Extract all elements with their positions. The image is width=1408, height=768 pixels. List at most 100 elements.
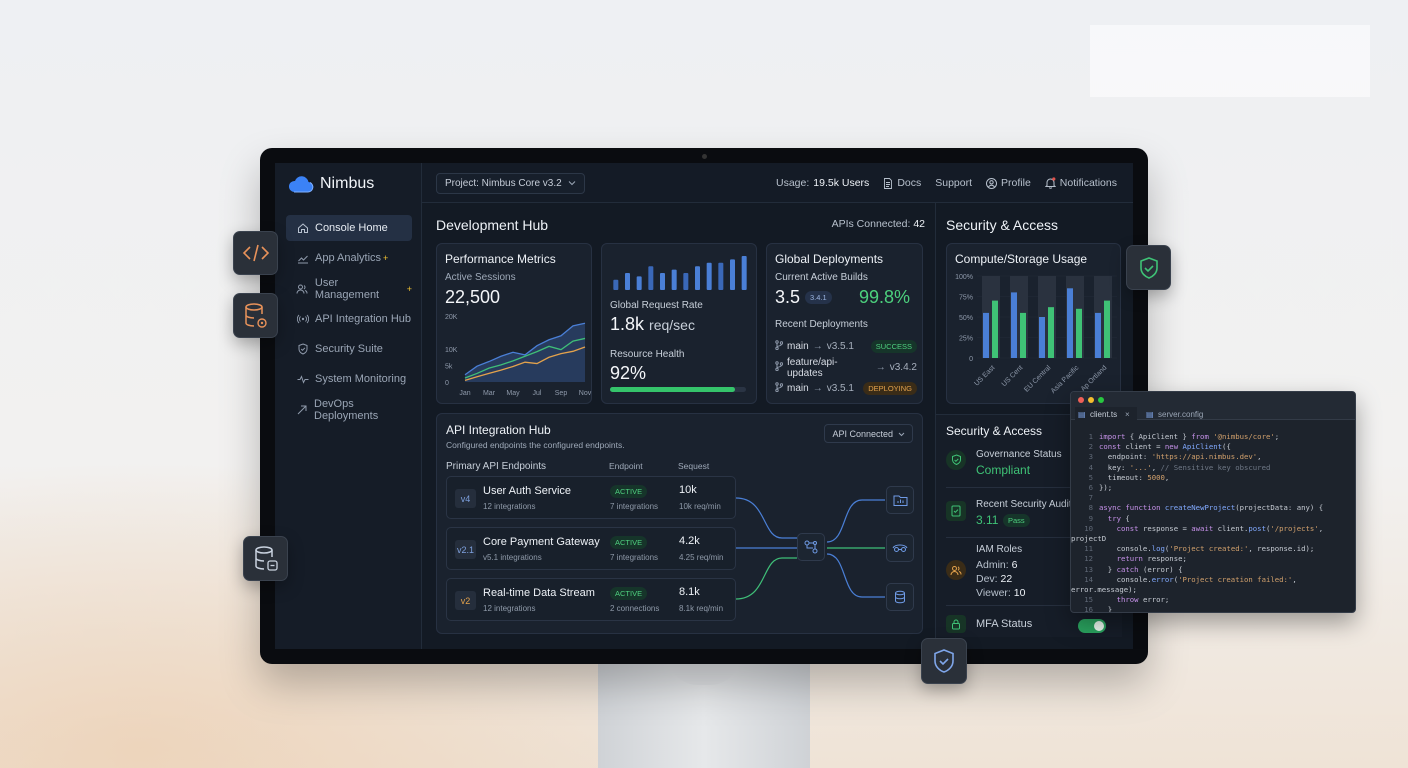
access-title: Security & Access — [946, 424, 1043, 438]
sidebar-item-user-management[interactable]: User Management + — [286, 276, 412, 302]
performance-card: Performance Metrics Active Sessions 22,5… — [436, 243, 592, 404]
api-connected-dropdown[interactable]: API Connected — [824, 424, 913, 443]
sidebar-item-devops-deployments[interactable]: DevOps Deployments — [286, 397, 412, 423]
code-line: 13 } catch (error) { — [1084, 564, 1183, 574]
tab-close-icon[interactable]: × — [1125, 410, 1130, 419]
endpoint-name: User Auth Service — [483, 485, 572, 497]
endpoint-integrations: 7 integrations — [610, 553, 659, 562]
target-node-2[interactable] — [886, 534, 914, 562]
tab-client-ts-label: client.ts — [1090, 410, 1118, 419]
file-icon: ▤ — [1146, 410, 1154, 419]
deployment-row[interactable]: main → v3.5.1 DEPLOYING — [775, 378, 917, 399]
sidebar-item-api-integration-hub[interactable]: API Integration Hub — [286, 306, 412, 332]
active-sessions-value: 22,500 — [445, 287, 501, 307]
divider — [946, 487, 1121, 488]
code-content: 1 import { ApiClient } from '@nimbus/core… — [1071, 432, 1355, 612]
sidebar-item-security-suite[interactable]: Security Suite — [286, 336, 412, 362]
deployment-target: v3.5.1 — [826, 383, 854, 394]
target-node-3[interactable] — [886, 583, 914, 611]
shield-check-tile[interactable] — [1126, 245, 1171, 290]
project-selector[interactable]: Project: Nimbus Core v3.2 — [436, 173, 585, 194]
pulse-icon — [296, 373, 309, 386]
code-editor-window[interactable]: ▤ client.ts × ▤ server.config 1 import { … — [1070, 391, 1356, 613]
database-sync-tile[interactable] — [243, 536, 288, 581]
x-tick-label: US East — [973, 364, 996, 387]
active-sessions-label: Active Sessions — [445, 272, 516, 283]
request-rate-value: 1.8k — [610, 314, 645, 334]
shield-check-icon — [946, 450, 966, 470]
column-header-endpoint: Endpoint — [609, 461, 643, 471]
logo[interactable]: Nimbus — [288, 175, 374, 193]
database-tile[interactable] — [233, 293, 278, 338]
bar — [706, 262, 712, 290]
security-panel: Security & Access Compute/Storage Usage … — [935, 203, 1133, 649]
performance-title: Performance Metrics — [445, 252, 556, 266]
window-minimize-icon[interactable] — [1088, 397, 1094, 403]
window-close-icon[interactable] — [1078, 397, 1084, 403]
audit-label: Recent Security Audit — [976, 499, 1072, 510]
support-link[interactable]: Support — [935, 177, 972, 189]
code-line: 10 const response = await client.post('/… — [1071, 523, 1324, 544]
deployment-row[interactable]: feature/api-updates → v3.4.2 — [775, 356, 917, 379]
bar — [1020, 312, 1026, 358]
usage-value: 19.5k Users — [813, 177, 870, 189]
bar — [613, 279, 619, 290]
api-hub-subtitle: Configured endpoints the configured endp… — [446, 440, 625, 450]
screen: Nimbus Console Home App Analytics + User … — [275, 163, 1133, 649]
docs-link[interactable]: Docs — [883, 177, 921, 189]
apis-connected: APIs Connected: 42 — [832, 218, 925, 230]
request-rate-label: Global Request Rate — [610, 300, 703, 311]
sidebar-item-console-home[interactable]: Console Home — [286, 215, 412, 241]
shield-tile[interactable] — [921, 638, 967, 684]
docs-label: Docs — [897, 177, 922, 189]
sidebar-item-system-monitoring[interactable]: System Monitoring — [286, 366, 412, 392]
endpoint-row[interactable]: v2.1 Core Payment Gateway v5.1 integrati… — [446, 527, 736, 570]
arrow-icon — [296, 403, 308, 416]
window-maximize-icon[interactable] — [1098, 397, 1104, 403]
tab-server-config-label[interactable]: server.config — [1158, 410, 1204, 419]
hub-node[interactable] — [797, 533, 825, 561]
section-divider — [936, 414, 1133, 415]
iam-admin-label: Admin: — [976, 559, 1009, 571]
file-icon: ▤ — [1078, 410, 1086, 419]
sidebar-item-label: Security Suite — [315, 343, 383, 356]
notifications-label: Notifications — [1059, 177, 1117, 189]
mfa-toggle[interactable] — [1078, 619, 1106, 633]
chevron-down-icon — [568, 178, 576, 189]
arrow-right-icon: → — [875, 362, 886, 373]
target-node-1[interactable] — [886, 486, 914, 514]
deployment-row[interactable]: main → v3.5.1 SUCCESS — [775, 336, 917, 357]
audit-value: 3.11 — [976, 513, 999, 527]
request-rate-value-row: 1.8k req/sec — [610, 314, 695, 335]
apis-connected-label: APIs Connected: — [831, 218, 911, 230]
bell-icon — [1044, 177, 1056, 189]
sidebar-item-label: Console Home — [315, 222, 388, 234]
bar — [1048, 307, 1054, 358]
x-tick-label: EU Central — [1023, 364, 1052, 393]
profile-link[interactable]: Profile — [986, 177, 1031, 189]
deployments-card: Global Deployments Current Active Builds… — [766, 243, 923, 404]
series-line — [464, 337, 586, 379]
bar — [660, 273, 665, 290]
notifications-link[interactable]: Notifications — [1044, 177, 1117, 189]
database-icon — [895, 590, 905, 604]
code-line: 11 console.log('Project created:', respo… — [1084, 544, 1315, 554]
endpoint-name: Real-time Data Stream — [483, 587, 595, 599]
x-tick-label: Ap Ortland — [1080, 364, 1109, 393]
database-sync-icon — [254, 545, 278, 571]
bar — [1095, 312, 1101, 358]
tab-client-ts[interactable] — [1075, 407, 1137, 420]
x-tick-label: US Cent — [1001, 364, 1025, 388]
folder-chart-icon — [893, 495, 907, 506]
deployment-branch: feature/api-updates — [787, 356, 838, 379]
iam-label: IAM Roles — [976, 544, 1023, 555]
user-circle-icon — [986, 177, 998, 189]
bar — [718, 262, 724, 290]
endpoint-row[interactable]: v2 Real-time Data Stream 12 integrations… — [446, 578, 736, 621]
status-badge: ACTIVE — [610, 587, 648, 600]
endpoint-row[interactable]: v4 User Auth Service 12 integrations ACT… — [446, 476, 736, 519]
endpoint-requests: 10k — [679, 484, 697, 496]
iam-admin-value: 6 — [1011, 559, 1018, 571]
sidebar-item-app-analytics[interactable]: App Analytics + — [286, 245, 412, 271]
code-tile[interactable] — [233, 231, 278, 275]
